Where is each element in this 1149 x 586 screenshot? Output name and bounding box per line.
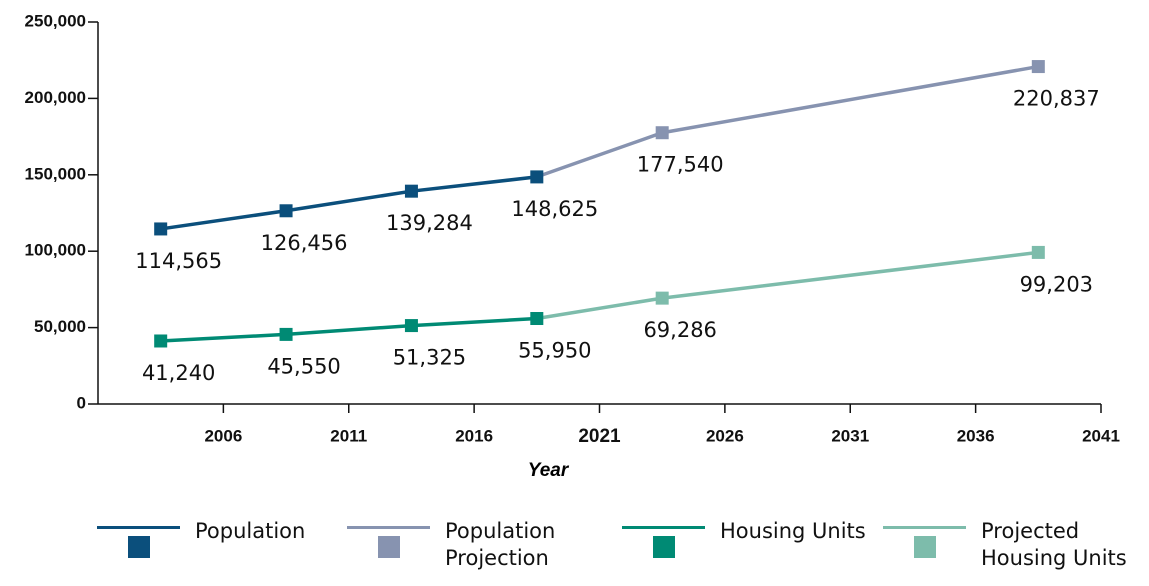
legend-swatch bbox=[128, 536, 150, 558]
x-tick-label: 2036 bbox=[957, 426, 995, 445]
y-tick-label: 0 bbox=[77, 393, 86, 412]
legend-swatch bbox=[653, 536, 675, 558]
value-label: 139,284 bbox=[386, 211, 473, 235]
series-line bbox=[160, 316, 537, 343]
legend-line bbox=[97, 526, 180, 529]
y-tick-label: 100,000 bbox=[25, 241, 86, 260]
value-label: 177,540 bbox=[637, 153, 724, 177]
point bbox=[404, 184, 418, 198]
point bbox=[655, 126, 669, 140]
point bbox=[279, 204, 293, 218]
value-label: 41,240 bbox=[142, 361, 215, 385]
x-tick-label: 2021 bbox=[578, 426, 621, 447]
y-tick-label: 150,000 bbox=[25, 164, 86, 183]
value-label: 99,203 bbox=[1020, 272, 1093, 296]
value-label: 51,325 bbox=[393, 346, 466, 370]
legend: Population Population Projection Housing U… bbox=[0, 519, 1149, 586]
legend-label: Population bbox=[195, 519, 306, 543]
x-tick-label: 2031 bbox=[831, 426, 869, 445]
point bbox=[1031, 245, 1045, 259]
series-line bbox=[536, 64, 1039, 179]
value-label: 45,550 bbox=[267, 354, 340, 378]
legend-line bbox=[347, 526, 430, 529]
y-tick-label: 50,000 bbox=[34, 317, 86, 336]
point bbox=[154, 334, 168, 348]
point bbox=[404, 319, 418, 333]
x-tick-label: 2026 bbox=[706, 426, 744, 445]
x-tick-label: 2016 bbox=[455, 426, 493, 445]
value-label: 220,837 bbox=[1013, 87, 1100, 111]
x-tick-label: 2006 bbox=[204, 426, 242, 445]
point bbox=[530, 170, 544, 184]
x-tick-label: 2011 bbox=[330, 426, 367, 445]
x-tick-label: 2041 bbox=[1082, 426, 1120, 445]
legend-swatch bbox=[914, 536, 936, 558]
point bbox=[530, 312, 544, 326]
y-tick-label: 250,000 bbox=[25, 11, 86, 30]
x-axis-label: Year bbox=[528, 460, 570, 481]
legend-line bbox=[622, 526, 705, 529]
legend-swatch bbox=[378, 536, 400, 558]
legend-line bbox=[883, 526, 966, 529]
legend-label: Projected Housing Units bbox=[981, 519, 1127, 570]
series-line bbox=[160, 175, 538, 231]
point bbox=[154, 222, 168, 236]
legend-label: Population Projection bbox=[445, 519, 556, 570]
series-line bbox=[536, 250, 1039, 321]
value-label: 126,456 bbox=[261, 231, 348, 255]
value-label: 114,565 bbox=[135, 249, 222, 273]
value-label: 55,950 bbox=[518, 339, 591, 363]
value-label: 148,625 bbox=[511, 197, 598, 221]
point bbox=[279, 327, 293, 341]
y-tick-label: 200,000 bbox=[25, 88, 86, 107]
chart: Year 0 50,000 100,000 150,000 200,000 250,000… bbox=[25, 11, 1120, 481]
point bbox=[1031, 60, 1045, 74]
legend-label: Housing Units bbox=[720, 519, 866, 543]
value-label: 69,286 bbox=[643, 318, 716, 342]
point bbox=[655, 291, 669, 305]
